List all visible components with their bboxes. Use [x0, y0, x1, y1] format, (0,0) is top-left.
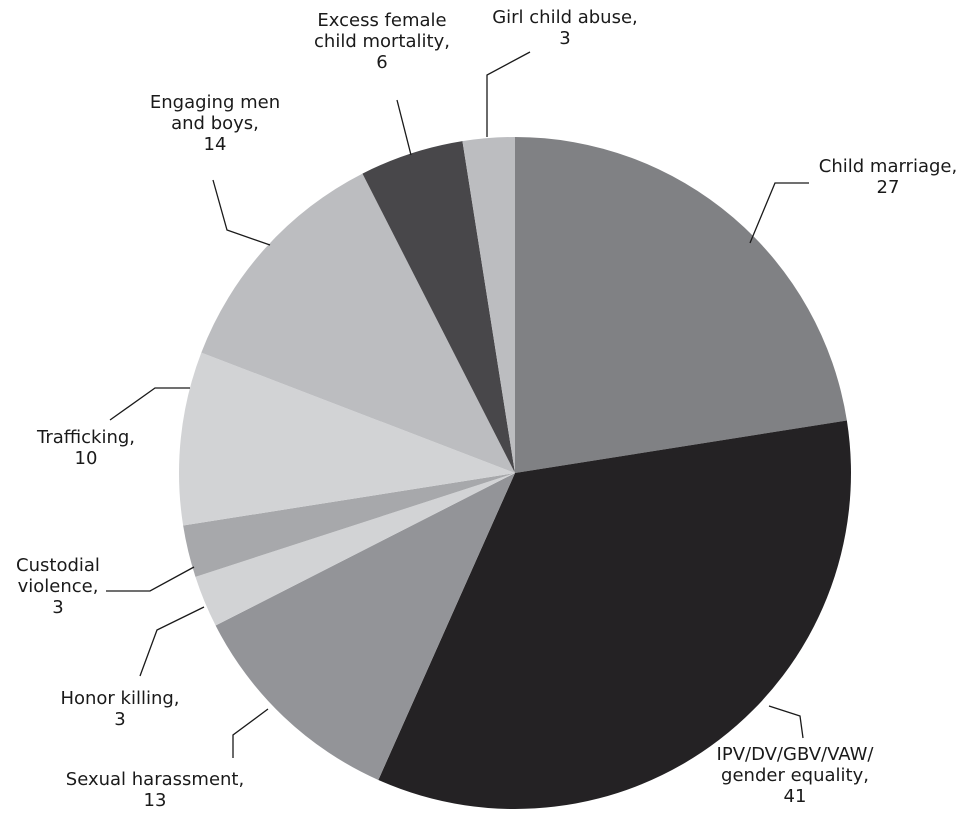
slice-label-excess-female-child-mortality: Excess female child mortality, 6: [314, 10, 450, 73]
slice-value-honor-killing: 3: [114, 709, 125, 730]
leader-line-excess-female-child-mortality: [396, 99, 412, 156]
leader-line-sexual-harassment: [232, 708, 269, 758]
slice-label-girl-child-abuse: Girl child abuse, 3: [492, 7, 638, 49]
slice-label-line: Custodial: [16, 555, 100, 576]
slice-label-line: Excess female: [317, 10, 446, 31]
leader-line-trafficking: [109, 387, 190, 421]
pie-slice-engaging-men-boys: [201, 173, 515, 473]
slice-value-engaging-men-boys: 14: [204, 134, 227, 155]
slice-label-engaging-men-boys: Engaging men and boys, 14: [150, 92, 280, 155]
pie-slices: [179, 137, 851, 809]
slice-label-line: and boys,: [171, 113, 259, 134]
slice-label-trafficking: Trafficking, 10: [36, 427, 135, 469]
slice-value-trafficking: 10: [75, 448, 98, 469]
slice-label-ipv-dv-gbv-vaw: IPV/DV/GBV/VAW/gender equality, 41: [717, 744, 875, 807]
slice-label-line: Honor killing,: [60, 688, 179, 709]
pie-slice-trafficking: [179, 352, 515, 526]
leader-line-ipv-dv-gbv-vaw: [768, 705, 804, 739]
pie-slice-custodial-violence: [183, 473, 515, 577]
pie-slice-child-marriage: [515, 137, 847, 473]
pie-slice-girl-child-abuse: [462, 137, 515, 473]
slice-value-child-marriage: 27: [877, 177, 900, 198]
slice-label-line: Child marriage,: [819, 156, 957, 177]
slice-value-girl-child-abuse: 3: [559, 28, 570, 49]
slice-label-sexual-harassment: Sexual harassment, 13: [66, 769, 244, 811]
slice-label-line: violence,: [18, 576, 99, 597]
pie-slice-honor-killing: [195, 473, 515, 626]
pie-slice-sexual-harassment: [215, 473, 515, 780]
pie-slice-ipv-dv-gbv-vaw: [378, 420, 851, 809]
leader-line-honor-killing: [139, 606, 205, 677]
slice-label-line: child mortality,: [314, 31, 450, 52]
slice-value-sexual-harassment: 13: [144, 790, 167, 811]
leader-line-girl-child-abuse: [486, 51, 531, 137]
slice-label-line: IPV/DV/GBV/VAW/: [717, 744, 875, 765]
leader-lines: [106, 51, 809, 758]
slice-label-custodial-violence: Custodial violence, 3: [16, 555, 100, 618]
slice-labels: Child marriage, 27 IPV/DV/GBV/VAW/gender e…: [16, 7, 957, 811]
slice-label-child-marriage: Child marriage, 27: [819, 156, 957, 198]
slice-label-line: Girl child abuse,: [492, 7, 638, 28]
leader-line-engaging-men-boys: [212, 179, 271, 246]
slice-value-ipv-dv-gbv-vaw: 41: [784, 786, 807, 807]
slice-label-line: Sexual harassment,: [66, 769, 244, 790]
slice-value-excess-female-child-mortality: 6: [376, 52, 387, 73]
slice-label-line: Engaging men: [150, 92, 280, 113]
slice-label-line: gender equality,: [721, 765, 869, 786]
slice-value-custodial-violence: 3: [52, 597, 63, 618]
slice-label-honor-killing: Honor killing, 3: [60, 688, 179, 730]
leader-line-custodial-violence: [106, 566, 195, 592]
leader-line-child-marriage: [749, 182, 809, 244]
slice-label-line: Trafficking,: [36, 427, 135, 448]
pie-slice-excess-female-child-mortality: [362, 141, 515, 473]
